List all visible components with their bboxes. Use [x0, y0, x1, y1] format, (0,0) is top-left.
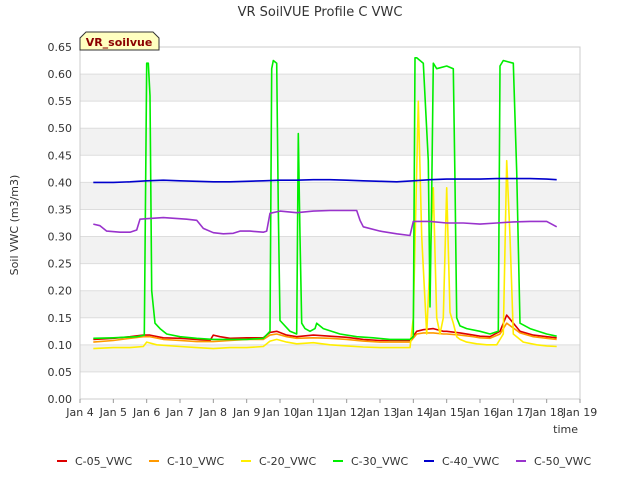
x-tick-label: Jan 4 — [65, 406, 93, 419]
x-axis: Jan 4 Jan 5 Jan 6 Jan 7 Jan 8 Jan 9 Jan 10Jan … — [65, 399, 597, 419]
x-tick-label: Jan 5 — [99, 406, 127, 419]
legend-label: C-40_VWC — [442, 455, 500, 468]
y-tick-label: 0.45 — [48, 149, 73, 162]
series-line-c-50-vwc — [93, 209, 558, 237]
y-tick-label: 0.65 — [48, 41, 73, 54]
series-line-c-10-vwc — [93, 322, 557, 343]
y-tick-label: 0.40 — [48, 176, 73, 189]
y-tick-label: 0.50 — [48, 122, 73, 135]
y-tick-label: 0.10 — [48, 339, 73, 352]
legend-label: C-20_VWC — [259, 455, 317, 468]
legend-label: C-05_VWC — [75, 455, 133, 468]
x-tick-label: Jan 9 — [232, 406, 260, 419]
series-line-c-30-vwc — [93, 56, 557, 341]
y-axis: 0.00 0.05 0.10 0.15 0.20 0.25 0.30 0.35 0.40 0.45… — [48, 41, 73, 406]
plot-band — [80, 182, 580, 210]
x-tick-label: Jan 17 — [495, 406, 530, 419]
plot-band — [80, 236, 580, 264]
x-tick-label: Jan 15 — [428, 406, 463, 419]
legend: C-05_VWC C-10_VWC C-20_VWC C-30_VWC C-40_VWC… — [57, 455, 592, 468]
x-tick-label: Jan 19 — [562, 406, 597, 419]
y-axis-label: Soil VWC (m3/m3) — [8, 175, 21, 276]
y-tick-label: 0.25 — [48, 258, 73, 271]
x-tick-label: Jan 6 — [132, 406, 160, 419]
y-tick-label: 0.35 — [48, 203, 73, 216]
y-tick-label: 0.20 — [48, 285, 73, 298]
x-tick-label: Jan 12 — [328, 406, 363, 419]
chart-title: VR SoilVUE Profile C VWC — [238, 5, 403, 20]
x-tick-label: Jan 13 — [362, 406, 397, 419]
legend-label: C-10_VWC — [167, 455, 225, 468]
series-line-c-20-vwc — [93, 100, 557, 350]
plot-frame — [79, 46, 581, 400]
x-tick-label: Jan 16 — [462, 406, 497, 419]
x-tick-label: Jan 7 — [165, 406, 193, 419]
y-tick-label: 0.00 — [48, 393, 73, 406]
x-tick-label: Jan 14 — [395, 406, 430, 419]
badge-box — [79, 31, 160, 51]
badge: VR_soilvue — [79, 31, 160, 51]
x-tick-label: Jan 18 — [528, 406, 563, 419]
x-tick-label: Jan 8 — [199, 406, 227, 419]
x-tick-label: Jan 10 — [262, 406, 297, 419]
y-tick-label: 0.15 — [48, 312, 73, 325]
x-tick-label: Jan 11 — [295, 406, 330, 419]
y-tick-label: 0.05 — [48, 366, 73, 379]
series-line-c-40-vwc — [93, 177, 557, 184]
plot-bands — [80, 74, 580, 372]
plot-band — [80, 128, 580, 156]
plot-band — [80, 290, 580, 318]
y-tick-label: 0.60 — [48, 68, 73, 81]
plot-band — [80, 74, 580, 102]
legend-label: C-30_VWC — [351, 455, 409, 468]
series-lines — [93, 56, 558, 350]
x-axis-label: time — [553, 423, 578, 436]
y-tick-label: 0.55 — [48, 95, 73, 108]
badge-label: VR_soilvue — [86, 36, 153, 49]
legend-label: C-50_VWC — [534, 455, 592, 468]
series-line-c-05-vwc — [93, 314, 557, 342]
y-tick-label: 0.30 — [48, 231, 73, 244]
plot-band — [80, 344, 580, 372]
